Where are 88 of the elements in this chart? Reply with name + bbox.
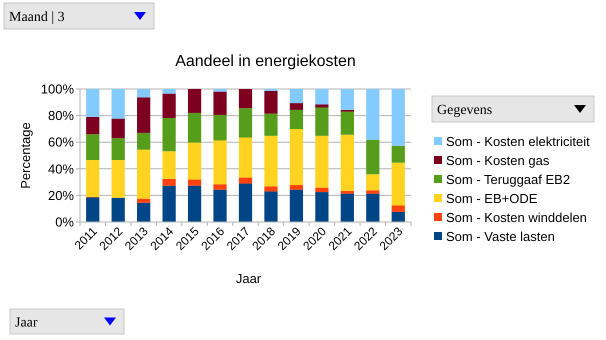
bar xyxy=(238,178,252,184)
bar xyxy=(188,112,202,143)
bar xyxy=(392,212,405,222)
bar xyxy=(137,97,150,133)
bar xyxy=(86,160,100,197)
bar xyxy=(315,89,329,104)
bar xyxy=(366,194,380,222)
bar xyxy=(188,89,202,113)
bar xyxy=(290,103,304,110)
bar xyxy=(264,191,278,222)
bar xyxy=(213,114,227,140)
bar xyxy=(238,108,252,138)
bar xyxy=(188,142,202,180)
bar xyxy=(213,140,227,184)
bar xyxy=(188,180,202,186)
dropdown: Maand | 3 xyxy=(4,2,154,30)
dropdown: Jaar xyxy=(10,308,124,334)
bar xyxy=(137,89,150,98)
bar xyxy=(264,186,278,192)
bar xyxy=(162,118,176,152)
bar xyxy=(213,92,227,115)
bar xyxy=(290,110,304,130)
dropdown: Gegevens xyxy=(432,96,594,122)
bar xyxy=(264,114,278,136)
bar xyxy=(366,190,380,194)
y-tick-label: 100% xyxy=(40,82,74,96)
bar xyxy=(315,192,329,222)
y-tick-label: 40% xyxy=(48,161,74,176)
bar xyxy=(162,89,176,94)
bar xyxy=(366,174,380,190)
bar xyxy=(86,89,100,117)
bar xyxy=(137,198,150,203)
legend-label: Som - Kosten gas xyxy=(446,153,550,168)
chart-title: Aandeel in energiekosten xyxy=(175,53,356,70)
bar xyxy=(392,206,405,212)
bar xyxy=(112,89,125,119)
bar xyxy=(112,198,125,222)
bar xyxy=(392,89,405,146)
bar xyxy=(162,186,176,222)
bar xyxy=(162,94,176,118)
bar xyxy=(213,190,227,222)
bar xyxy=(366,89,380,140)
bar xyxy=(290,185,304,190)
legend-label: Som - Vaste lasten xyxy=(446,229,555,244)
bar xyxy=(86,134,100,160)
y-tick-label: 80% xyxy=(48,108,74,124)
bar xyxy=(315,107,329,136)
bar xyxy=(137,132,150,150)
y-tick-label: 20% xyxy=(48,188,74,203)
bar xyxy=(315,136,329,188)
bar xyxy=(290,129,304,186)
bar xyxy=(366,140,380,174)
y-axis-title: Percentage xyxy=(18,122,33,189)
bar xyxy=(213,89,227,92)
bar xyxy=(340,194,354,222)
bar xyxy=(290,89,304,104)
bar xyxy=(137,202,150,222)
bar xyxy=(213,184,227,190)
bar xyxy=(86,116,100,134)
x-axis-title: Jaar xyxy=(236,271,262,286)
y-tick-label: 60% xyxy=(48,134,74,150)
bar xyxy=(238,184,252,222)
bar xyxy=(162,151,176,179)
bar xyxy=(112,118,125,138)
bar xyxy=(86,197,100,222)
legend-label: Som - Kosten winddelen xyxy=(446,210,587,225)
legend-label: Som - Kosten elektriciteit xyxy=(446,134,590,149)
bar xyxy=(137,150,150,199)
bar xyxy=(238,89,252,108)
bar xyxy=(264,136,278,186)
bar xyxy=(112,138,125,160)
legend-label: Som - Teruggaaf EB2 xyxy=(446,172,570,187)
bar xyxy=(340,134,354,192)
bar xyxy=(290,190,304,222)
bar xyxy=(340,112,354,135)
legend-label: Som - EB+ODE xyxy=(446,191,538,206)
bar xyxy=(392,162,405,206)
bar xyxy=(188,186,202,222)
bar xyxy=(264,90,278,114)
bar xyxy=(238,138,252,178)
bar xyxy=(340,89,354,110)
bar xyxy=(112,160,125,198)
bar xyxy=(392,146,405,163)
y-tick-label: 0% xyxy=(55,214,74,230)
bar xyxy=(315,104,329,108)
bar xyxy=(162,178,176,186)
bar xyxy=(315,188,329,192)
bar xyxy=(340,191,354,194)
